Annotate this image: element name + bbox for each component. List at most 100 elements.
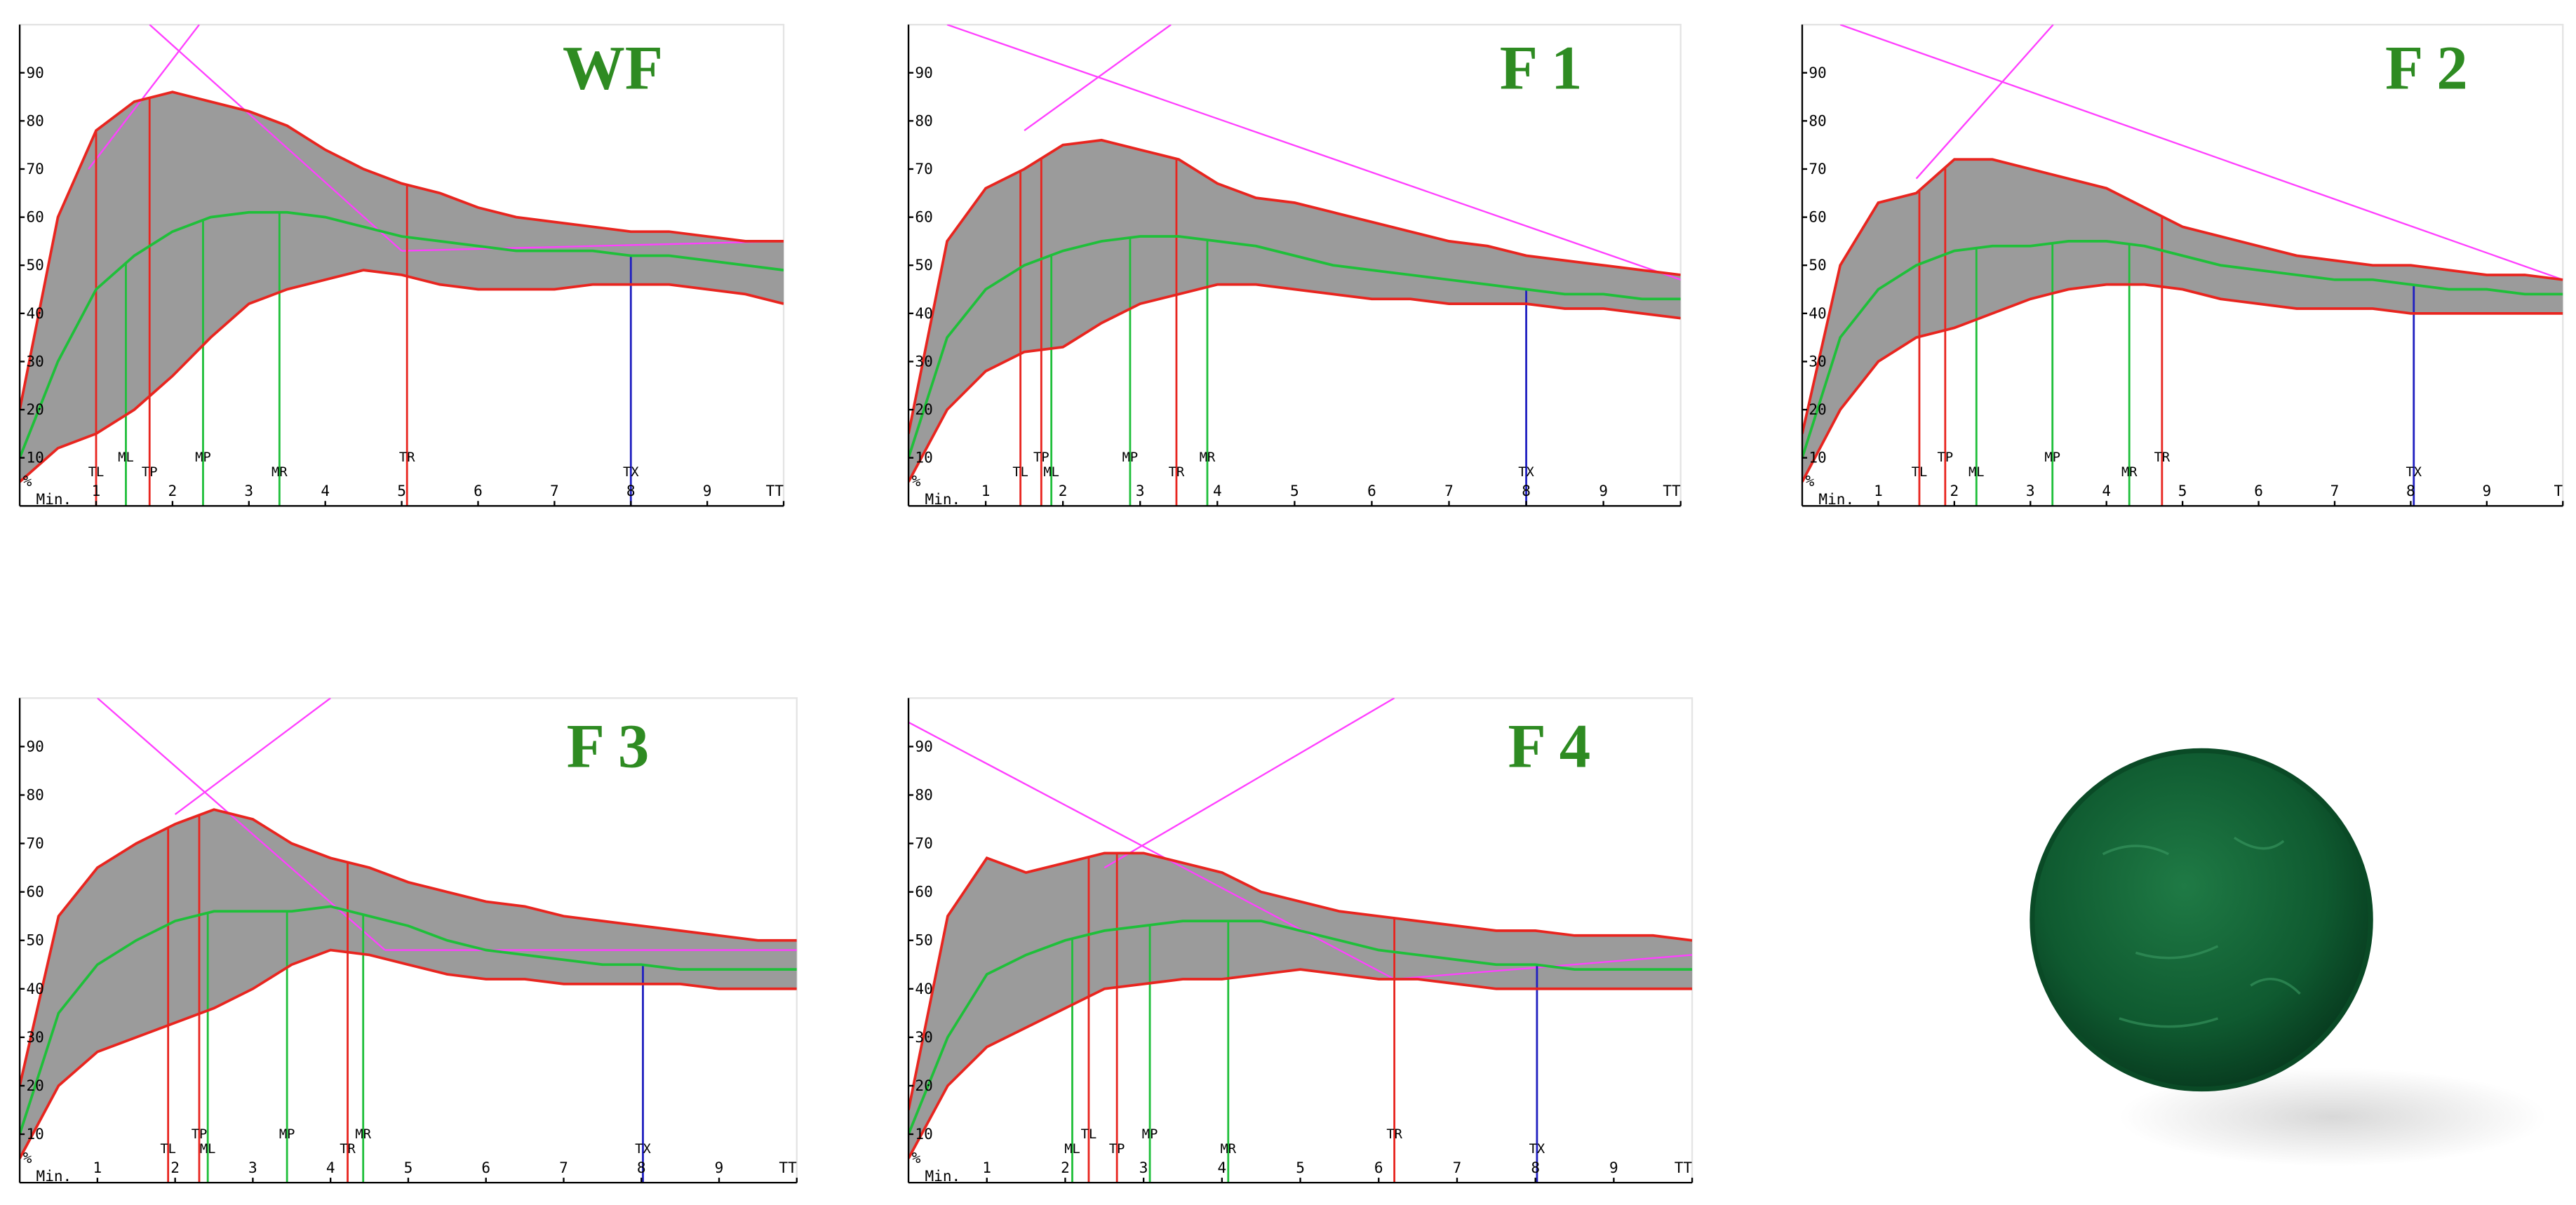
y-tick-label: 60	[915, 883, 932, 901]
x-tick-label: 4	[1218, 1159, 1227, 1176]
y-tick-label: 90	[915, 64, 932, 81]
x-tick-label: 9	[1609, 1159, 1618, 1176]
x-tick-label: 7	[550, 482, 559, 499]
marker-label: TL	[160, 1142, 176, 1157]
x-tick-label: 1	[92, 482, 101, 499]
chart-title: F 3	[567, 713, 650, 781]
y-tick-label: 40	[1809, 304, 1826, 322]
y-tick-label: 70	[26, 835, 43, 852]
curve	[20, 90, 784, 410]
x-tick-label: 4	[2102, 482, 2111, 499]
x-tick-label: 9	[2482, 482, 2491, 499]
curve	[20, 948, 797, 1159]
plot	[20, 25, 784, 506]
marker-label: MP	[1122, 450, 1139, 465]
x-tick-label: 1	[981, 482, 991, 499]
marker-label: TP	[192, 1127, 208, 1142]
x-tick-label: 4	[326, 1159, 335, 1176]
curve	[908, 851, 1693, 1110]
curve	[908, 138, 1681, 434]
x-tick-label: 2	[1061, 1159, 1070, 1176]
x-axis-label: Min.	[36, 1167, 72, 1185]
y-tick-label: 80	[1809, 112, 1826, 129]
y-tick-label: 30	[915, 352, 932, 370]
marker-label: ML	[200, 1142, 216, 1157]
chart-panel: TL TP ML MP MR TR TX 10 20 30 40 50 60 70 80 90 1 2 3 4 5 6 7 8…	[1801, 23, 2564, 508]
x-tick-label: 5	[2178, 482, 2187, 499]
marker-label: TR	[340, 1142, 356, 1157]
y-tick-label: 40	[26, 304, 43, 322]
x-tick-label: 7	[1453, 1159, 1462, 1176]
curve	[20, 905, 797, 1135]
marker-label: MP	[279, 1127, 295, 1142]
y-tick-label: 40	[26, 980, 43, 997]
marker-label: MR	[1221, 1142, 1237, 1157]
x-tick-label: 2	[1059, 482, 1068, 499]
marker-label: TL	[1912, 465, 1928, 480]
trend-line	[149, 25, 403, 252]
x-tick-label: 7	[2330, 482, 2340, 499]
x-tick-label: TT	[766, 482, 784, 499]
trend-line	[1103, 698, 1395, 869]
x-tick-label: 4	[321, 482, 330, 499]
x-tick-label: 1	[1874, 482, 1883, 499]
curve	[20, 808, 797, 1086]
x-tick-label: 1	[982, 1159, 991, 1176]
y-tick-label: 90	[26, 64, 43, 81]
marker-label: TX	[623, 465, 639, 480]
curve	[908, 283, 1681, 483]
signal-band	[908, 140, 1681, 482]
y-tick-label: 20	[915, 1077, 932, 1094]
trend-line	[1024, 25, 1172, 132]
y-tick-label: 80	[26, 112, 43, 129]
marker-label: TL	[1081, 1127, 1097, 1142]
marker-label: ML	[1043, 465, 1059, 480]
x-tick-label: 7	[1444, 482, 1454, 499]
marker-label: TR	[2154, 450, 2171, 465]
y-tick-label: 10	[26, 1125, 43, 1143]
x-tick-label: 5	[1296, 1159, 1305, 1176]
y-tick-label: 90	[915, 737, 932, 755]
marker-label: TP	[1938, 450, 1954, 465]
marker-label: TR	[399, 450, 415, 465]
x-tick-label: TT	[779, 1159, 797, 1176]
plot	[1802, 25, 2563, 506]
x-tick-label: T	[2554, 482, 2563, 499]
x-tick-label: 9	[715, 1159, 724, 1176]
marker-label: TL	[88, 465, 105, 480]
trend-line	[401, 240, 784, 252]
marker-label: MR	[1200, 450, 1216, 465]
y-axis-label: %	[912, 472, 921, 490]
marker-label: TX	[635, 1142, 651, 1157]
x-tick-label: 7	[559, 1159, 568, 1176]
y-tick-label: 60	[26, 883, 43, 901]
marker-label: TX	[1518, 465, 1534, 480]
marker-label: MP	[2044, 450, 2060, 465]
y-tick-label: 20	[26, 400, 43, 418]
curve	[908, 968, 1693, 1159]
x-tick-label: 8	[626, 482, 636, 499]
trend-line	[1394, 954, 1693, 981]
trend-line	[1915, 25, 2054, 180]
y-tick-label: 20	[1809, 400, 1826, 418]
trend-line	[88, 25, 200, 170]
signal-band	[20, 809, 797, 1159]
marker-label: TL	[1012, 465, 1028, 480]
x-tick-label: 4	[1213, 482, 1222, 499]
y-tick-label: 40	[915, 304, 932, 322]
x-tick-label: 3	[1139, 1159, 1148, 1176]
y-tick-label: 10	[26, 449, 43, 466]
y-tick-label: 90	[1809, 64, 1826, 81]
x-tick-label: TT	[1663, 482, 1681, 499]
marker-label: MP	[195, 450, 211, 465]
x-tick-label: 8	[637, 1159, 646, 1176]
x-axis-label: Min.	[36, 490, 72, 508]
y-tick-label: 70	[26, 160, 43, 177]
x-tick-label: 2	[1950, 482, 1959, 499]
y-tick-label: 30	[26, 352, 43, 370]
x-axis-label: Min.	[925, 490, 960, 508]
chart-title: F 4	[1508, 713, 1590, 781]
curve	[908, 235, 1681, 459]
